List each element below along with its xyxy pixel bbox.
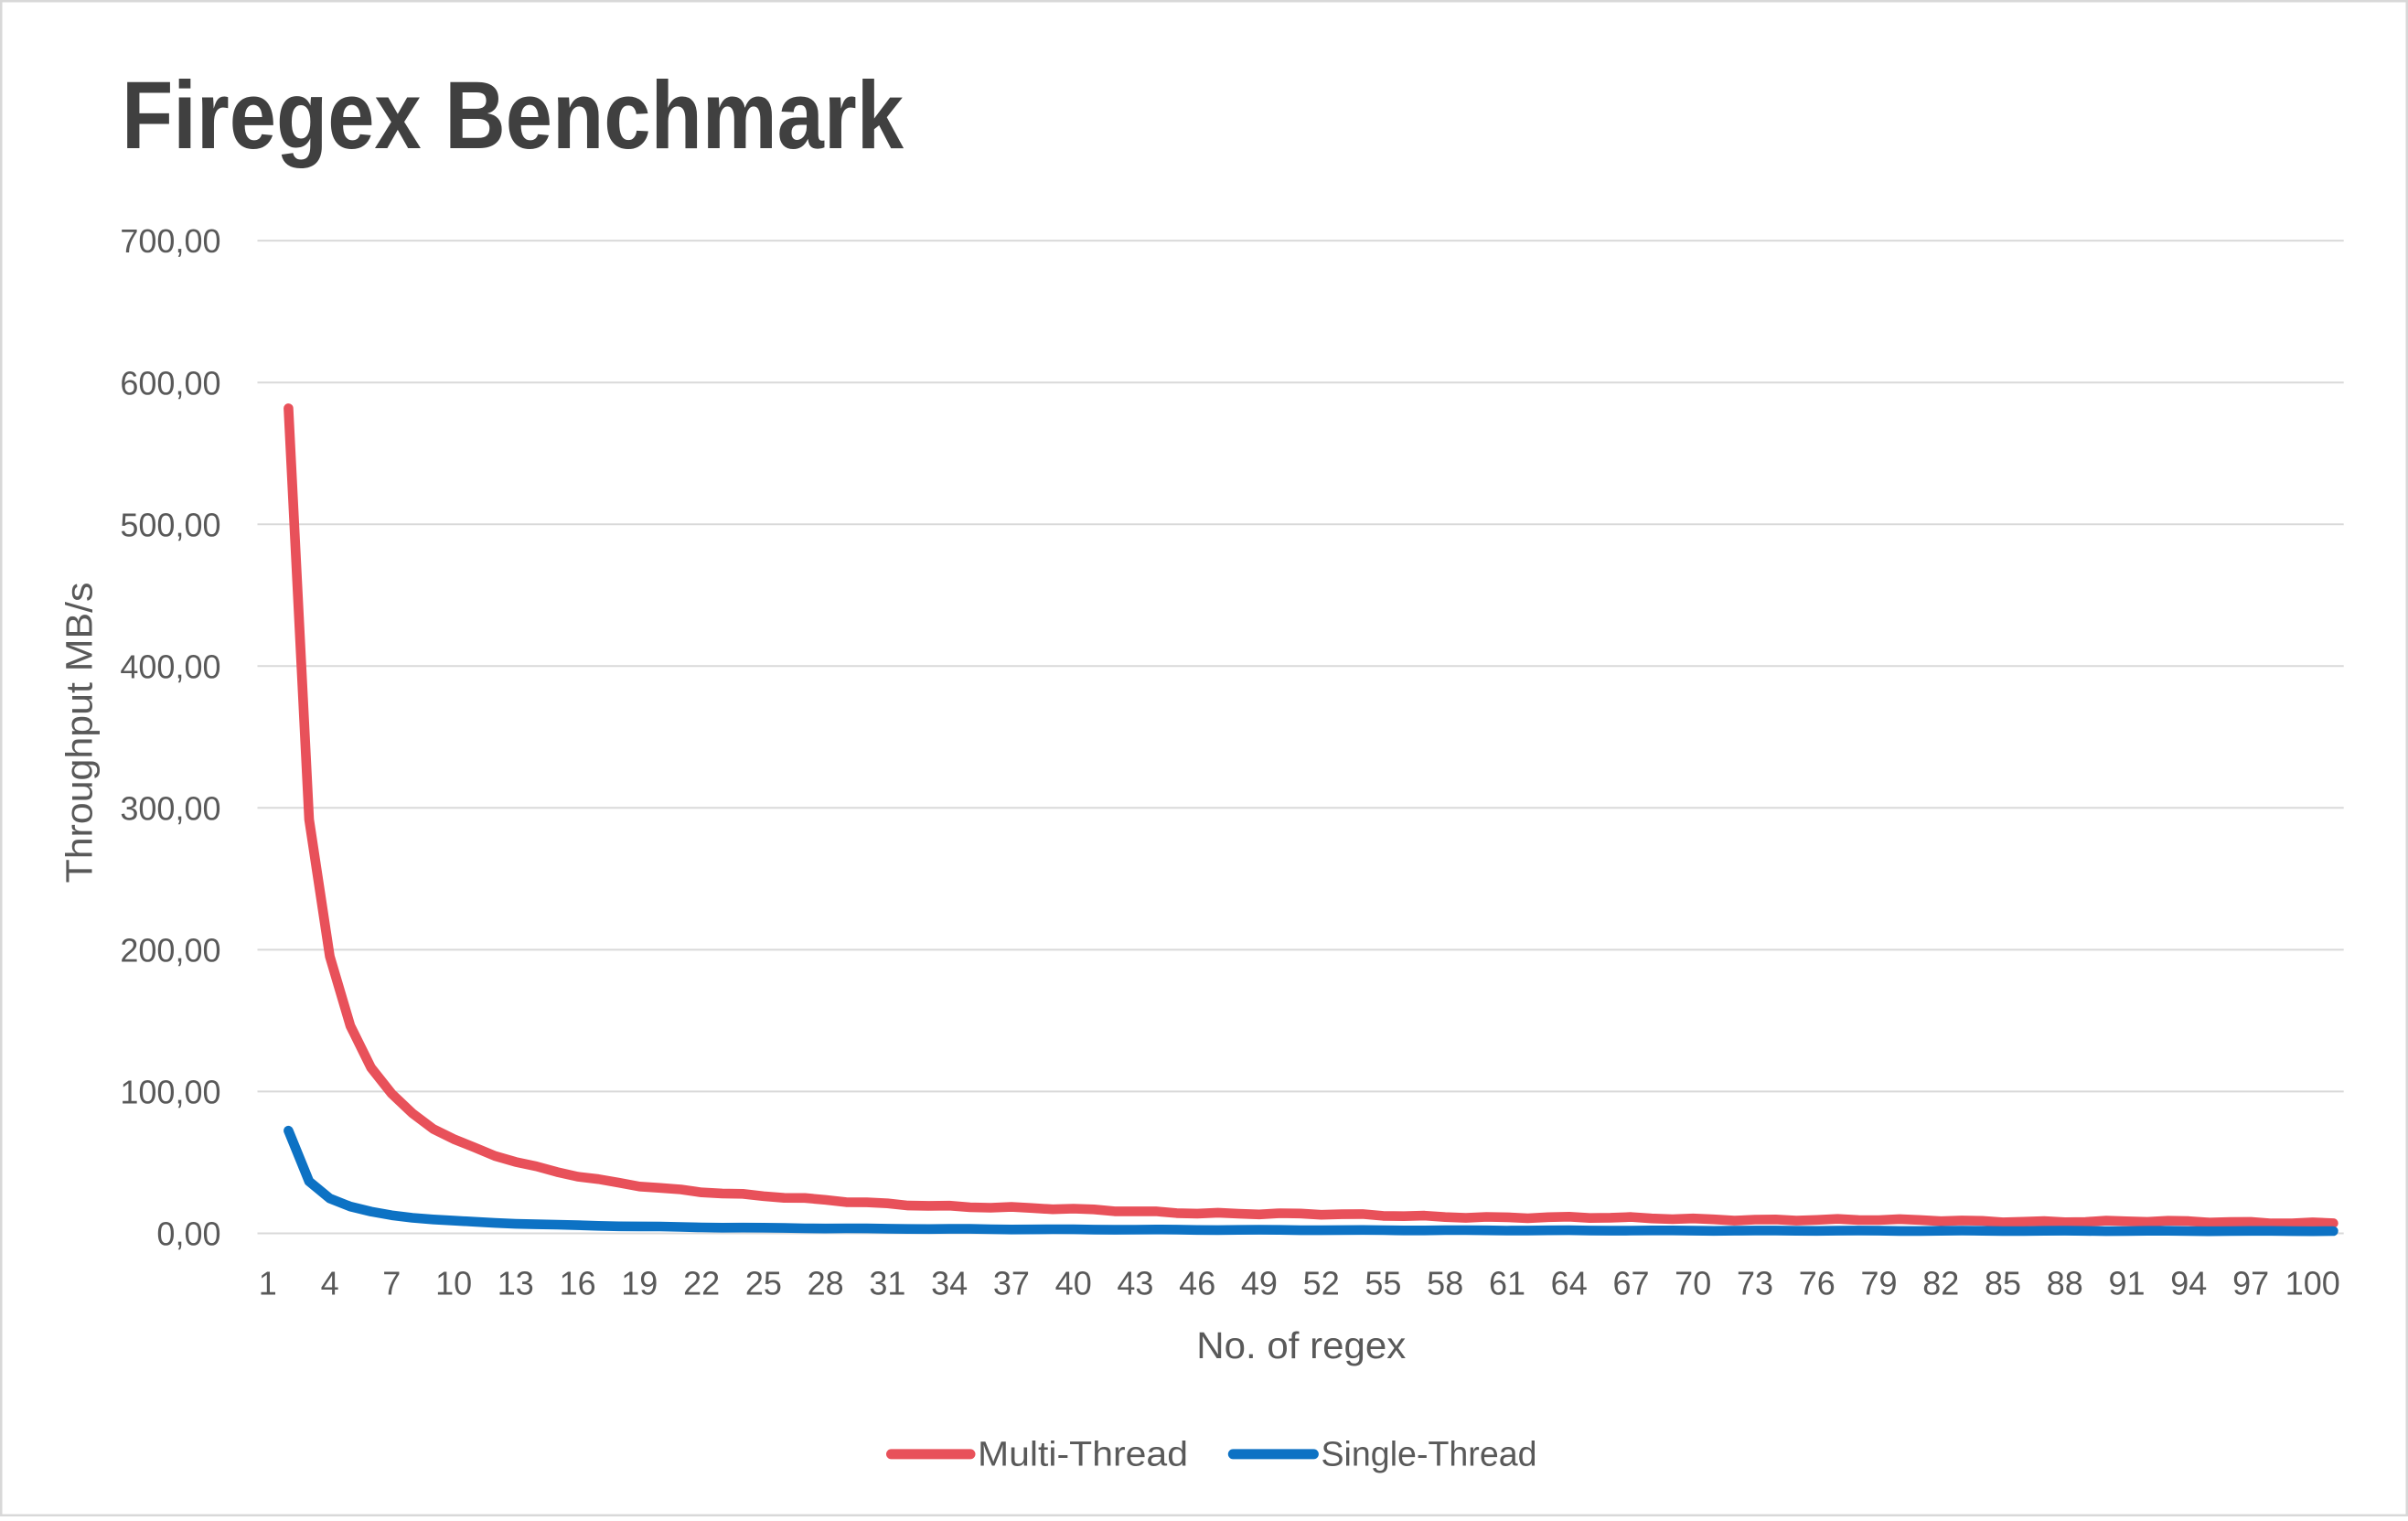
svg-text:82: 82 <box>1922 1265 1959 1302</box>
svg-text:No. of regex: No. of regex <box>1196 1324 1407 1366</box>
svg-text:500,00: 500,00 <box>120 506 220 543</box>
svg-text:28: 28 <box>808 1265 844 1302</box>
svg-text:73: 73 <box>1737 1265 1773 1302</box>
svg-text:94: 94 <box>2170 1265 2207 1302</box>
svg-text:79: 79 <box>1860 1265 1897 1302</box>
svg-text:19: 19 <box>621 1265 658 1302</box>
svg-text:31: 31 <box>869 1265 905 1302</box>
svg-text:40: 40 <box>1055 1265 1092 1302</box>
svg-text:Firegex Benchmark: Firegex Benchmark <box>122 62 904 169</box>
svg-text:91: 91 <box>2108 1265 2145 1302</box>
svg-text:400,00: 400,00 <box>120 648 220 685</box>
svg-text:200,00: 200,00 <box>120 932 220 969</box>
svg-text:34: 34 <box>931 1265 968 1302</box>
svg-text:22: 22 <box>683 1265 720 1302</box>
svg-text:4: 4 <box>321 1265 339 1302</box>
svg-text:43: 43 <box>1117 1265 1153 1302</box>
svg-text:7: 7 <box>382 1265 401 1302</box>
svg-text:100: 100 <box>2285 1265 2340 1302</box>
svg-text:600,00: 600,00 <box>120 364 220 402</box>
svg-text:55: 55 <box>1365 1265 1401 1302</box>
svg-text:Multi-Thread: Multi-Thread <box>978 1435 1188 1473</box>
svg-text:300,00: 300,00 <box>120 789 220 827</box>
svg-text:70: 70 <box>1675 1265 1711 1302</box>
svg-text:0,00: 0,00 <box>156 1216 220 1253</box>
svg-text:10: 10 <box>435 1265 472 1302</box>
svg-text:64: 64 <box>1551 1265 1588 1302</box>
svg-text:52: 52 <box>1303 1265 1340 1302</box>
svg-text:61: 61 <box>1489 1265 1525 1302</box>
svg-text:13: 13 <box>498 1265 534 1302</box>
svg-text:37: 37 <box>993 1265 1030 1302</box>
svg-text:46: 46 <box>1179 1265 1215 1302</box>
svg-text:67: 67 <box>1612 1265 1649 1302</box>
svg-text:97: 97 <box>2232 1265 2269 1302</box>
svg-text:700,00: 700,00 <box>120 222 220 260</box>
svg-text:1: 1 <box>259 1265 277 1302</box>
svg-text:100,00: 100,00 <box>120 1074 220 1111</box>
svg-text:58: 58 <box>1427 1265 1463 1302</box>
svg-text:Single-Thread: Single-Thread <box>1322 1435 1537 1473</box>
svg-text:25: 25 <box>745 1265 782 1302</box>
svg-text:88: 88 <box>2047 1265 2083 1302</box>
svg-text:49: 49 <box>1241 1265 1278 1302</box>
svg-text:16: 16 <box>560 1265 596 1302</box>
svg-text:Throughput MB/s: Throughput MB/s <box>59 583 101 884</box>
svg-text:85: 85 <box>1985 1265 2021 1302</box>
svg-text:76: 76 <box>1799 1265 1835 1302</box>
